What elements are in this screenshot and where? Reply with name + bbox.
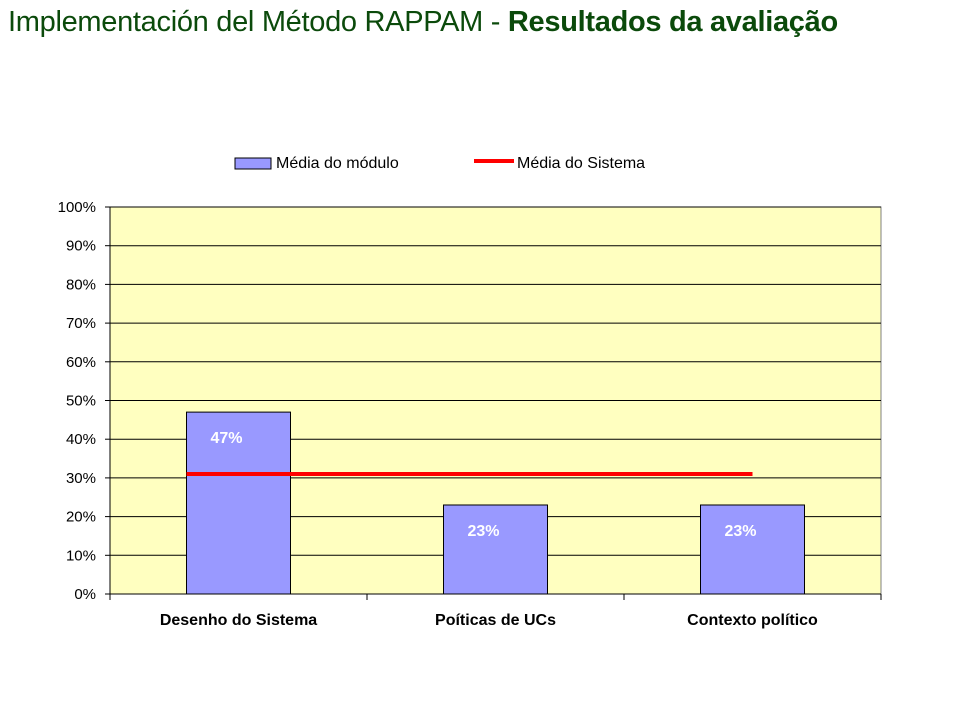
legend-label-line: Média do Sistema: [517, 155, 645, 172]
y-tick-label: 90%: [66, 238, 96, 255]
bar-data-label: 47%: [210, 430, 242, 447]
y-tick-label: 60%: [66, 354, 96, 371]
y-tick-label: 30%: [66, 470, 96, 487]
category-label: Poíticas de UCs: [435, 612, 556, 629]
y-tick-label: 70%: [66, 315, 96, 332]
bar-data-label: 23%: [724, 523, 756, 540]
legend-label-bar: Média do módulo: [276, 155, 399, 172]
bar: [443, 504, 548, 595]
category-label: Desenho do Sistema: [160, 612, 317, 629]
y-tick-label: 10%: [66, 547, 96, 564]
category-label: Contexto político: [687, 612, 818, 629]
legend-bar-swatch: [234, 157, 272, 170]
y-tick-label: 50%: [66, 393, 96, 410]
bar: [186, 411, 291, 595]
y-tick-label: 80%: [66, 276, 96, 293]
page-title: Implementación del Método RAPPAM - Resul…: [8, 6, 838, 39]
y-tick-label: 40%: [66, 431, 96, 448]
y-tick-label: 20%: [66, 509, 96, 526]
y-tick-label: 100%: [58, 199, 96, 216]
title-emphasis: Resultados da avaliação: [507, 6, 838, 38]
y-tick-label: 0%: [74, 586, 96, 603]
bar-data-label: 23%: [467, 523, 499, 540]
title-prefix: Implementación del Método RAPPAM -: [8, 6, 508, 38]
bar: [700, 504, 805, 595]
